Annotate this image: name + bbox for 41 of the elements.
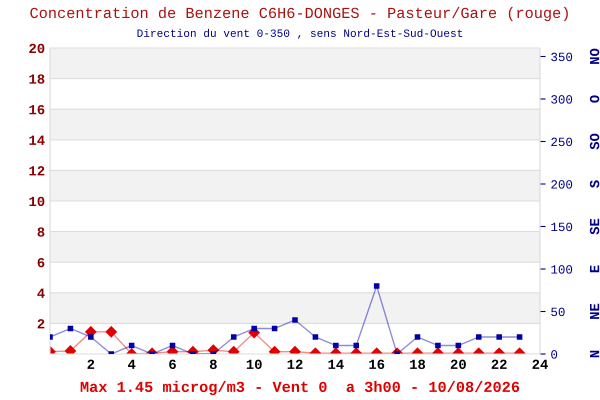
x-tick-label: 24 [532,360,548,369]
y-tick-label: 10 [29,196,44,206]
x-tick-label: 10 [246,360,262,370]
text: NE [590,304,600,319]
x-tick-label: 14 [328,360,344,369]
y-tick-label: 2 [38,319,44,328]
y2-tick-label: 100 [551,265,572,274]
x-tick-label: 18 [410,360,426,370]
text: Max 1.45 microg/m3 - Vent 0 a 3h00 - 10/08/2026 [80,380,520,396]
y-tick-label: 8 [38,227,44,237]
y2-tick-label: 300 [551,95,572,104]
y2-tick-label: 250 [551,138,572,146]
y-tick-label: 6 [38,258,44,268]
x-tick-label: 4 [128,360,136,369]
text: O [590,95,600,103]
text: SE [590,218,600,235]
x-tick-label: 20 [450,360,466,370]
x-tick-label: 8 [210,360,217,370]
y-tick-label: 14 [29,136,45,145]
x-tick-label: 22 [492,360,507,369]
y2-tick-label: 350 [551,52,572,62]
x-tick-label: 16 [369,360,384,370]
text: NO [590,48,600,64]
text: S [590,180,600,188]
chart-title: Concentration de Benzene C6H6-DONGES - Pasteur/Gare (rouge) [30,6,568,22]
text: SO [590,134,600,150]
x-tick-label: 2 [88,360,94,369]
y2-tick-label: 200 [551,180,572,189]
y-tick-label: 16 [29,104,44,114]
text: N [590,350,600,358]
x-tick-label: 12 [288,360,303,369]
y-tick-label: 4 [37,288,45,298]
y2-tick-label: 50 [551,308,565,316]
y-tick-label: 20 [29,44,44,54]
y2-tick-label: 0 [551,350,558,359]
y2-tick-label: 150 [551,222,572,232]
text: E [590,265,600,272]
x-tick-label: 6 [169,360,176,370]
y-tick-label: 12 [29,166,44,176]
chart-subtitle: Direction du vent 0-350 , sens Nord-Est-Sud-Ouest [138,28,462,39]
y-tick-label: 18 [29,74,44,84]
